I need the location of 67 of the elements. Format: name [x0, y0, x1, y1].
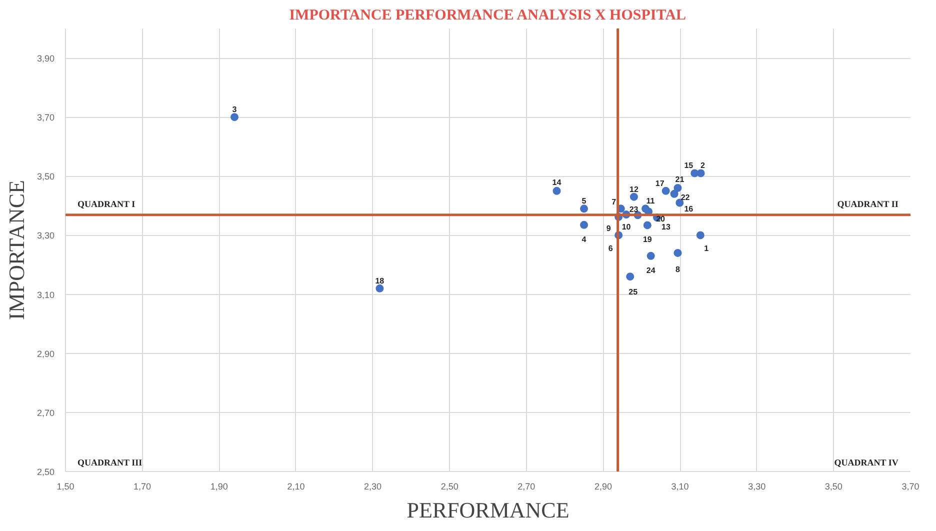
annotation: QUADRANT IV [834, 458, 899, 468]
annotation: 8 [676, 264, 681, 274]
annotation: 11 [646, 196, 656, 206]
x-tick-label: 1,90 [210, 482, 228, 492]
annotation: 23 [629, 205, 639, 214]
point [696, 231, 704, 240]
x-tick-label: 3,70 [902, 482, 920, 492]
annotation: QUADRANT III [78, 458, 143, 468]
x-tick-label: 2,50 [440, 482, 458, 492]
x-tick-label: 2,70 [518, 482, 536, 492]
annotation: 1 [704, 244, 710, 254]
y-tick-label: 3,90 [36, 54, 55, 64]
y-axis-title: IMPORTANCE [4, 180, 29, 320]
annotation: 14 [552, 178, 562, 187]
x-tick-label: 2,10 [287, 482, 305, 492]
annotation: 25 [628, 288, 638, 297]
point [552, 186, 561, 195]
annotation: 19 [642, 235, 652, 244]
y-tick-label: 2,70 [36, 408, 55, 418]
annotation: 24 [646, 266, 656, 275]
annotation: 2 [700, 161, 706, 170]
point [376, 284, 384, 292]
x-tick-label: 3,10 [671, 482, 689, 492]
point [690, 169, 699, 178]
annotation: 17 [655, 178, 665, 188]
x-tick-label: 2,30 [364, 482, 382, 492]
point [674, 184, 682, 192]
y-tick-label: 3,70 [36, 112, 55, 123]
annotation: QUADRANT I [78, 198, 136, 209]
point [580, 204, 588, 213]
x-tick-label: 2,90 [594, 482, 612, 492]
chart-title: IMPORTANCE PERFORMANCE ANALYSIS X HOSPITAL [289, 8, 686, 24]
point [630, 192, 638, 201]
point [670, 190, 678, 198]
y-tick-label: 2,50 [36, 467, 55, 477]
annotation: 3 [232, 105, 238, 114]
y-tick-label: 3,30 [36, 230, 55, 241]
annotation: 12 [630, 184, 639, 194]
annotation: 13 [662, 222, 671, 232]
y-tick-label: 3,50 [36, 172, 55, 182]
annotation: QUADRANT II [837, 198, 899, 209]
annotation: 7 [612, 198, 617, 207]
x-tick-label: 1,70 [134, 482, 152, 492]
x-axis-title: PERFORMANCE [406, 498, 570, 522]
y-tick-label: 2,90 [36, 348, 55, 359]
point [662, 186, 670, 195]
x-tick-label: 3,30 [748, 482, 766, 492]
annotation: 15 [684, 161, 694, 170]
annotation: 6 [608, 244, 614, 254]
point [580, 220, 588, 229]
y-tick-label: 3,10 [36, 290, 55, 300]
x-tick-label: 1,50 [56, 482, 74, 492]
point [646, 252, 655, 260]
point [230, 113, 238, 122]
point [674, 248, 682, 257]
annotation: 21 [675, 174, 685, 184]
annotation: 9 [606, 224, 612, 233]
annotation: 18 [375, 276, 385, 286]
x-tick-label: 3,50 [824, 482, 842, 492]
annotation: 22 [680, 192, 690, 202]
point [676, 198, 684, 207]
annotation: 5 [582, 196, 587, 206]
point [643, 221, 652, 230]
annotation: 10 [622, 222, 632, 232]
point [626, 272, 634, 281]
annotation: 16 [684, 204, 694, 214]
annotation: 4 [582, 234, 587, 244]
